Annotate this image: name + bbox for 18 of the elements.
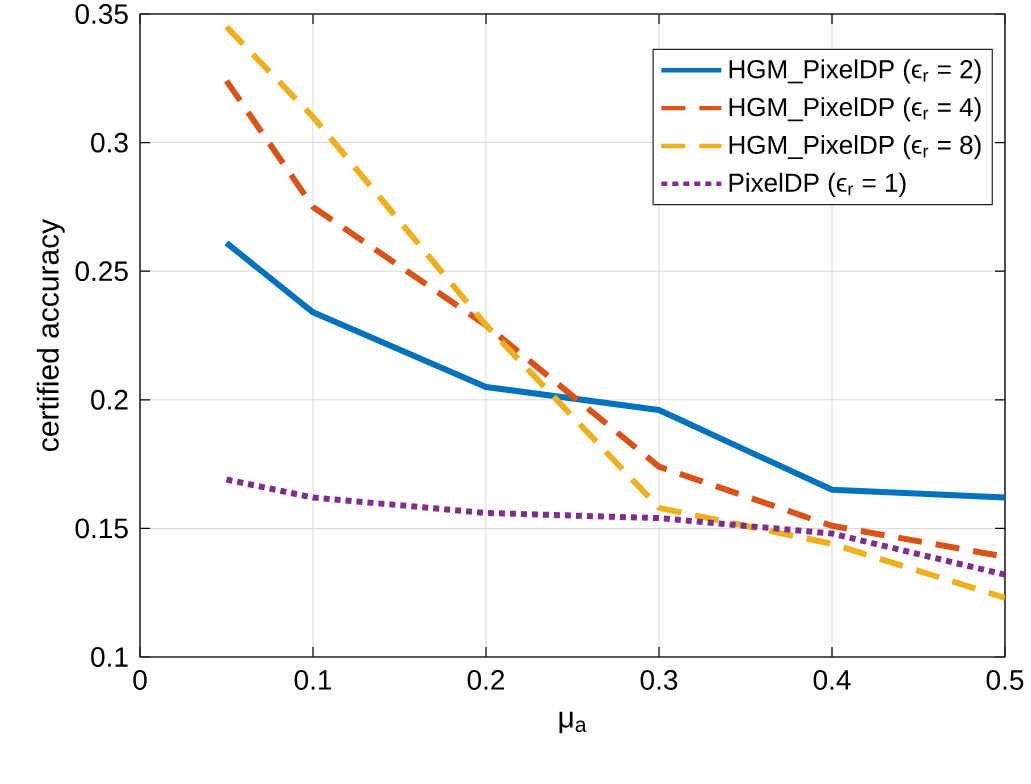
x-tick-label: 0.3 [640,670,678,690]
y-axis-title: certified accuracy [36,218,65,451]
legend-label: HGM_PixelDP (ϵ$_{r}$ = 8) [729,134,981,160]
legend-label: HGM_PixelDP (ϵ$_{r}$ = 4) [729,97,981,122]
x-tick-label: 0.1 [294,670,332,690]
y-tick-label: 0.3 [91,132,128,153]
x-tick-label: 0.4 [813,670,851,690]
legend-label: PixelDP (ϵ$_{r}$ = 1) [729,172,906,198]
y-tick-label: 0.35 [75,4,128,24]
legend-label: HGM_PixelDP (ϵ$_{r}$ = 2) [729,59,981,84]
y-tick-label: 0.15 [75,518,128,539]
x-tick-label: 0.5 [986,670,1024,690]
y-tick-label: 0.1 [91,647,128,667]
y-tick-label: 0.25 [75,261,128,282]
x-tick-label: 0.2 [467,670,505,690]
x-tick-label: 0 [133,670,147,690]
x-axis-title: μ$_{a}$ [559,711,587,734]
y-tick-label: 0.2 [91,389,128,410]
